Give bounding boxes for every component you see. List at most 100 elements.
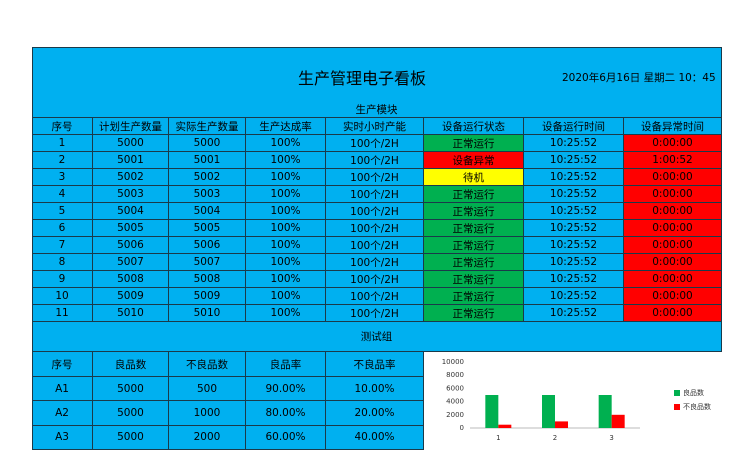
table-cell: 5001 [169, 152, 246, 169]
table-cell: 0:00:00 [624, 203, 722, 220]
table-cell: 10:25:52 [524, 254, 624, 271]
table-cell: 0:00:00 [624, 220, 722, 237]
table-cell: 正常运行 [424, 135, 524, 152]
table-cell: 5008 [169, 271, 246, 288]
table-cell: 100个/2H [326, 152, 424, 169]
table-cell: 100个/2H [326, 305, 424, 322]
title-bar: 生产管理电子看板 2020年6月16日 星期二 10：45 [32, 47, 722, 101]
table-cell: 100个/2H [326, 135, 424, 152]
table-cell: 10.00% [326, 377, 424, 402]
table-cell: 80.00% [246, 401, 326, 426]
table-cell: 3 [32, 169, 93, 186]
y-tick-label: 6000 [446, 384, 464, 392]
table-cell: 100% [246, 305, 326, 322]
table-cell: 2 [32, 152, 93, 169]
column-header: 实际生产数量 [169, 118, 246, 135]
table-cell: 10:25:52 [524, 152, 624, 169]
table-cell: 5010 [169, 305, 246, 322]
column-header: 计划生产数量 [93, 118, 169, 135]
y-tick-label: 0 [460, 424, 464, 432]
table-cell: 正常运行 [424, 305, 524, 322]
x-tick-label: 3 [609, 434, 613, 442]
table-cell: 5003 [93, 186, 169, 203]
table-cell: 10:25:52 [524, 169, 624, 186]
table-cell: 100个/2H [326, 169, 424, 186]
table-cell: 100% [246, 135, 326, 152]
table-cell: 10:25:52 [524, 203, 624, 220]
table-cell: 100个/2H [326, 203, 424, 220]
table-cell: A3 [32, 425, 93, 450]
table-cell: 6 [32, 220, 93, 237]
table-cell: 正常运行 [424, 288, 524, 305]
table-cell: 5001 [93, 152, 169, 169]
table-cell: 5002 [169, 169, 246, 186]
title: 生产管理电子看板 [298, 69, 427, 88]
table-cell: 5003 [169, 186, 246, 203]
table-cell: 5000 [93, 377, 169, 402]
table-cell: 60.00% [246, 425, 326, 450]
column-header: 设备运行时间 [524, 118, 624, 135]
legend-label: 良品数 [683, 388, 704, 397]
column-header: 序号 [32, 118, 93, 135]
table-cell: 1000 [169, 401, 246, 426]
y-tick-label: 2000 [446, 411, 464, 419]
table-cell: 2000 [169, 425, 246, 450]
table-cell: 100个/2H [326, 220, 424, 237]
table-cell: 100% [246, 169, 326, 186]
table-cell: 正常运行 [424, 186, 524, 203]
table-cell: 0:00:00 [624, 186, 722, 203]
table-cell: 5005 [93, 220, 169, 237]
column-header: 设备异常时间 [624, 118, 722, 135]
table-cell: 正常运行 [424, 237, 524, 254]
table-cell: 5000 [169, 135, 246, 152]
section-title: 生产模块 [32, 101, 722, 118]
table-cell: 5010 [93, 305, 169, 322]
table-cell: 100% [246, 152, 326, 169]
table-cell: 0:00:00 [624, 135, 722, 152]
table-cell: 正常运行 [424, 203, 524, 220]
table-cell: 0:00:00 [624, 254, 722, 271]
table-cell: 0:00:00 [624, 305, 722, 322]
column-header: 不良品数 [169, 352, 246, 377]
column-header: 生产达成率 [246, 118, 326, 135]
bar [555, 421, 568, 428]
table-cell: 8 [32, 254, 93, 271]
column-header: 良品率 [246, 352, 326, 377]
table-cell: 9 [32, 271, 93, 288]
table-cell: 10:25:52 [524, 271, 624, 288]
table-cell: 待机 [424, 169, 524, 186]
column-header: 良品数 [93, 352, 169, 377]
legend-swatch [674, 390, 680, 396]
y-tick-label: 10000 [442, 358, 464, 366]
table-cell: 5007 [93, 254, 169, 271]
bar [598, 395, 612, 428]
table-cell: 100个/2H [326, 254, 424, 271]
table-cell: 正常运行 [424, 254, 524, 271]
table-cell: 100个/2H [326, 186, 424, 203]
table-cell: 500 [169, 377, 246, 402]
table-cell: 20.00% [326, 401, 424, 426]
table-cell: 5009 [93, 288, 169, 305]
table-cell: 5000 [93, 135, 169, 152]
table-cell: 100个/2H [326, 288, 424, 305]
bar [542, 395, 555, 428]
table-cell: 100% [246, 254, 326, 271]
table-cell: 10:25:52 [524, 220, 624, 237]
table-cell: 0:00:00 [624, 271, 722, 288]
table-cell: 100% [246, 220, 326, 237]
table-cell: 设备异常 [424, 152, 524, 169]
bar [611, 414, 625, 428]
table-cell: A2 [32, 401, 93, 426]
table-cell: 90.00% [246, 377, 326, 402]
table-cell: 1 [32, 135, 93, 152]
table-cell: 100% [246, 203, 326, 220]
table-cell: 100% [246, 288, 326, 305]
x-tick-label: 1 [496, 434, 500, 442]
column-header: 不良品率 [326, 352, 424, 377]
table-cell: 5000 [93, 425, 169, 450]
table-cell: 5004 [93, 203, 169, 220]
legend-label: 不良品数 [683, 402, 711, 411]
date: 2020年6月16日 星期二 10：45 [562, 72, 716, 84]
table-cell: 10:25:52 [524, 305, 624, 322]
